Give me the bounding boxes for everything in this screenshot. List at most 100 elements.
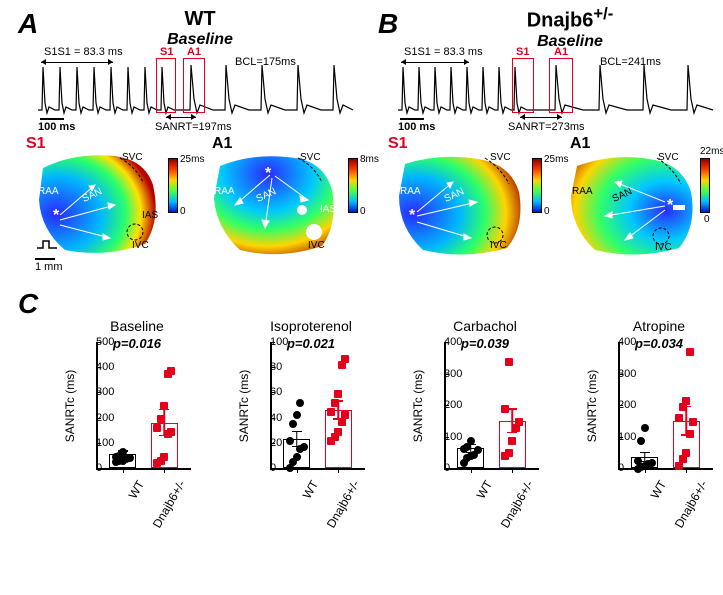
data-point <box>334 390 342 398</box>
heatmap-scalebar-label: 1 mm <box>35 261 63 273</box>
trace-a-bcl-label: BCL=175ms <box>235 56 296 68</box>
trace-a-sanrt-arrow <box>166 113 196 121</box>
data-point <box>637 437 645 445</box>
xcat-label: WT <box>622 478 669 546</box>
ytick-label: 200 <box>96 412 100 424</box>
y-label: SANRTc (ms) <box>585 370 599 442</box>
trace-b-scalebar <box>400 118 424 120</box>
data-point <box>289 420 297 428</box>
panel-label-b: B <box>378 8 398 40</box>
colorbar-a-a1-min: 0 <box>360 206 366 217</box>
svg-text:*: * <box>265 165 272 182</box>
xcat-label: Dnajb6+/- <box>489 478 536 546</box>
trace-a-s1-box <box>156 58 176 113</box>
data-point <box>508 437 516 445</box>
xcat-label: WT <box>274 478 321 546</box>
data-point <box>689 418 697 426</box>
errcap <box>640 452 650 454</box>
xcat-label: Dnajb6+/- <box>315 478 362 546</box>
colorbar-a-s1 <box>168 158 178 213</box>
ytick-label: 100 <box>618 431 622 443</box>
errcap <box>292 431 302 433</box>
colorbar-a-a1 <box>348 158 358 213</box>
data-point <box>634 457 642 465</box>
lbl-svc-a-a1: SVC <box>300 152 321 163</box>
data-point <box>296 399 304 407</box>
data-point <box>467 437 475 445</box>
lbl-raa-b-s1: RAA <box>400 186 421 197</box>
data-point <box>675 414 683 422</box>
ytick-label: 0 <box>96 462 100 474</box>
x-axis <box>270 468 365 470</box>
ytick-label: 400 <box>444 336 448 348</box>
svg-text:*: * <box>409 207 416 224</box>
lbl-ivc-b-s1: IVC <box>490 240 507 251</box>
data-point <box>119 448 127 456</box>
chart-title: Isoproterenol <box>236 318 386 334</box>
colorbar-b-a1-min: 0 <box>704 214 710 225</box>
chart-pvalue: p=0.034 <box>584 336 723 351</box>
ytick-label: 100 <box>270 336 274 348</box>
xtick <box>123 468 124 473</box>
data-point <box>300 443 308 451</box>
ytick-label: 100 <box>444 431 448 443</box>
trace-a-a1-label: A1 <box>187 46 201 58</box>
panel-a-title-top: WT <box>130 8 270 31</box>
lbl-svc-a-s1: SVC <box>122 152 143 163</box>
lbl-raa-a-a1: RAA <box>214 186 235 197</box>
data-point <box>293 453 301 461</box>
xcat-label: WT <box>448 478 495 546</box>
trace-b-sanrt-label: SANRT=273ms <box>508 121 585 133</box>
trace-b-s1-box <box>512 58 534 113</box>
pulse-icon <box>35 238 59 252</box>
ytick-label: 300 <box>96 386 100 398</box>
xcat-label: Dnajb6+/- <box>663 478 710 546</box>
heatmap-b-s1: * <box>395 150 530 260</box>
colorbar-b-a1-max: 22ms <box>700 146 723 157</box>
xtick <box>297 468 298 473</box>
chart-title: Baseline <box>62 318 212 334</box>
trace-a-sanrt-label: SANRT=197ms <box>155 121 232 133</box>
ytick-label: 0 <box>444 462 448 474</box>
xtick <box>338 468 339 473</box>
trace-a-scalebar-label: 100 ms <box>38 121 75 133</box>
y-label: SANRTc (ms) <box>63 370 77 442</box>
data-point <box>153 424 161 432</box>
colorbar-a-s1-max: 25ms <box>180 154 204 165</box>
trace-b-s1s1-arrow <box>401 58 469 66</box>
xcat-label: Dnajb6+/- <box>141 478 188 546</box>
chart-title: Atropine <box>584 318 723 334</box>
data-point <box>682 397 690 405</box>
data-point <box>160 453 168 461</box>
trace-a-s1-label: S1 <box>160 46 173 58</box>
trace-a-a1-box <box>183 58 205 113</box>
trace-b-sanrt-arrow <box>520 113 562 121</box>
trace-b-s1-label: S1 <box>516 46 529 58</box>
ytick-label: 400 <box>96 361 100 373</box>
panel-label-c: C <box>18 288 38 320</box>
lbl-svc-b-s1: SVC <box>490 152 511 163</box>
ytick-label: 200 <box>618 399 622 411</box>
chart-pvalue: p=0.016 <box>62 336 212 351</box>
ytick-label: 40 <box>270 412 274 424</box>
data-point <box>686 430 694 438</box>
chart-pvalue: p=0.021 <box>236 336 386 351</box>
data-point <box>474 446 482 454</box>
data-point <box>648 459 656 467</box>
ytick-label: 500 <box>96 336 100 348</box>
data-point <box>334 428 342 436</box>
chart-3: Atropinep=0.0340100200300400SANRTc (ms)W… <box>584 318 723 488</box>
panel-b-title-top-text: Dnajb6 <box>527 10 594 32</box>
data-point <box>501 405 509 413</box>
data-point <box>505 449 513 457</box>
colorbar-b-s1 <box>532 158 542 213</box>
data-point <box>515 418 523 426</box>
y-label: SANRTc (ms) <box>237 370 251 442</box>
panel-b-title-sup: +/- <box>593 4 613 23</box>
data-point <box>341 355 349 363</box>
ytick-label: 0 <box>618 462 622 474</box>
x-axis <box>618 468 713 470</box>
errcap <box>507 432 517 434</box>
lbl-raa-a-s1: RAA <box>38 186 59 197</box>
panel-a-title: WT Baseline <box>130 8 270 49</box>
